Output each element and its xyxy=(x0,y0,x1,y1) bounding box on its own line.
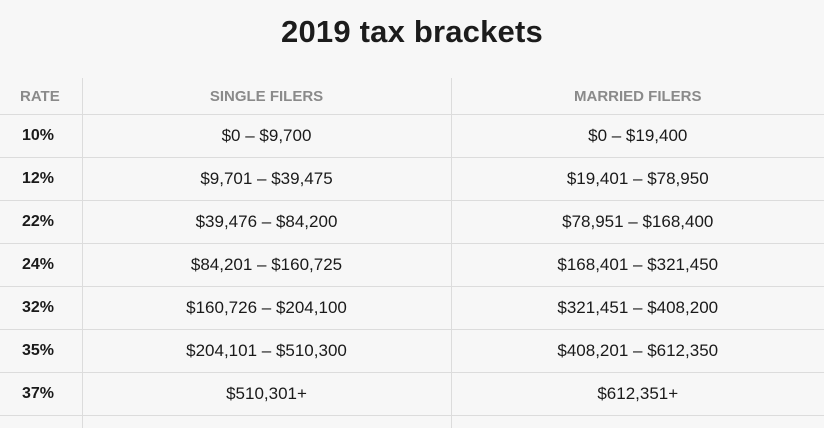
single-filers-cell: $84,201 – $160,725 xyxy=(82,244,451,287)
married-filers-cell: $408,201 – $612,350 xyxy=(451,330,824,373)
chart-title: 2019 tax brackets xyxy=(0,14,824,50)
table-bottom-spacer xyxy=(0,416,824,428)
table-row: 37% $510,301+ $612,351+ xyxy=(0,373,824,416)
rate-cell: 12% xyxy=(0,158,82,201)
column-header-rate: RATE xyxy=(0,78,82,115)
spacer-cell xyxy=(451,416,824,428)
rate-cell: 35% xyxy=(0,330,82,373)
rate-cell: 32% xyxy=(0,287,82,330)
married-filers-cell: $168,401 – $321,450 xyxy=(451,244,824,287)
married-filers-cell: $0 – $19,400 xyxy=(451,115,824,158)
single-filers-cell: $510,301+ xyxy=(82,373,451,416)
single-filers-cell: $204,101 – $510,300 xyxy=(82,330,451,373)
married-filers-cell: $19,401 – $78,950 xyxy=(451,158,824,201)
rate-cell: 22% xyxy=(0,201,82,244)
table-row: 35% $204,101 – $510,300 $408,201 – $612,… xyxy=(0,330,824,373)
married-filers-cell: $78,951 – $168,400 xyxy=(451,201,824,244)
rate-cell: 24% xyxy=(0,244,82,287)
single-filers-cell: $9,701 – $39,475 xyxy=(82,158,451,201)
spacer-cell xyxy=(0,416,82,428)
single-filers-cell: $0 – $9,700 xyxy=(82,115,451,158)
table-row: 12% $9,701 – $39,475 $19,401 – $78,950 xyxy=(0,158,824,201)
single-filers-cell: $160,726 – $204,100 xyxy=(82,287,451,330)
column-header-single-filers: SINGLE FILERS xyxy=(82,78,451,115)
table-row: 22% $39,476 – $84,200 $78,951 – $168,400 xyxy=(0,201,824,244)
table-row: 24% $84,201 – $160,725 $168,401 – $321,4… xyxy=(0,244,824,287)
married-filers-cell: $612,351+ xyxy=(451,373,824,416)
column-header-married-filers: MARRIED FILERS xyxy=(451,78,824,115)
table-row: 10% $0 – $9,700 $0 – $19,400 xyxy=(0,115,824,158)
rate-cell: 10% xyxy=(0,115,82,158)
spacer-cell xyxy=(82,416,451,428)
table-row: 32% $160,726 – $204,100 $321,451 – $408,… xyxy=(0,287,824,330)
rate-cell: 37% xyxy=(0,373,82,416)
header-row: RATE SINGLE FILERS MARRIED FILERS xyxy=(0,78,824,115)
single-filers-cell: $39,476 – $84,200 xyxy=(82,201,451,244)
tax-brackets-table: RATE SINGLE FILERS MARRIED FILERS 10% $0… xyxy=(0,78,824,428)
married-filers-cell: $321,451 – $408,200 xyxy=(451,287,824,330)
